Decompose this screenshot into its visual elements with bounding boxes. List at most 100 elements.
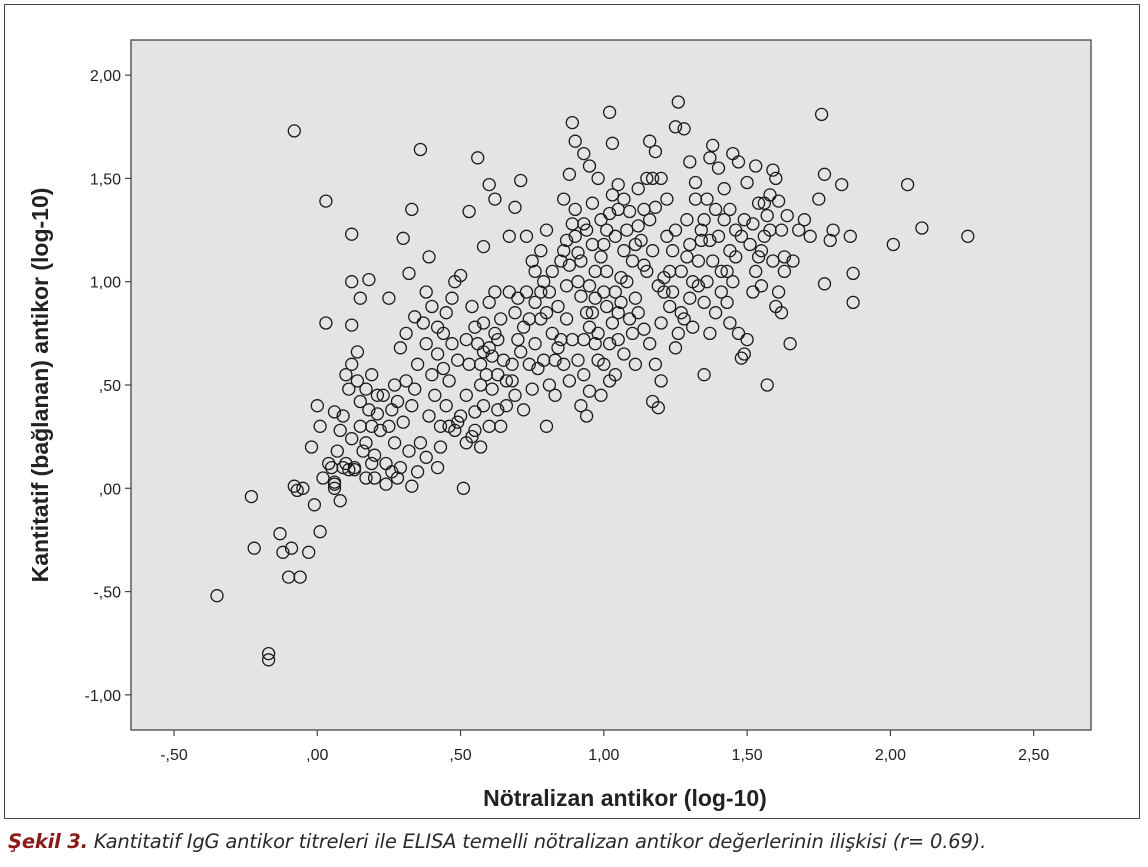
data-point-232: [961, 229, 975, 243]
data-point-41: [350, 345, 365, 359]
data-point-72: [473, 378, 488, 392]
data-point-372: [757, 196, 771, 210]
data-point-234: [771, 194, 786, 208]
data-point-233: [766, 163, 780, 177]
data-point-169: [668, 223, 683, 237]
data-point-109: [548, 388, 562, 402]
data-point-0: [210, 589, 224, 603]
data-point-349: [674, 306, 688, 320]
data-point-270: [451, 353, 465, 367]
data-point-37: [353, 291, 367, 305]
data-point-238: [706, 254, 720, 268]
data-point-135: [605, 188, 620, 202]
data-point-43: [365, 368, 379, 382]
data-point-70: [459, 388, 473, 402]
data-point-67: [439, 399, 453, 413]
data-point-275: [425, 299, 439, 314]
data-point-146: [594, 388, 608, 402]
data-point-351: [680, 213, 694, 227]
data-point-396: [617, 192, 631, 206]
data-point-339: [634, 233, 648, 248]
data-point-209: [749, 159, 763, 173]
data-point-292: [353, 394, 367, 409]
data-point-144: [597, 357, 611, 371]
data-point-290: [362, 403, 376, 417]
data-point-2: [261, 653, 276, 667]
data-point-241: [663, 299, 677, 314]
data-point-409: [327, 477, 342, 491]
data-point-315: [499, 399, 514, 413]
data-point-225: [835, 177, 849, 192]
data-point-263: [488, 326, 502, 341]
x-tick-label-2: ,50: [449, 747, 471, 764]
data-point-299: [324, 460, 339, 475]
data-point-38: [362, 272, 376, 287]
data-point-272: [442, 374, 456, 388]
data-point-118: [577, 146, 591, 161]
data-point-157: [654, 171, 668, 186]
data-point-255: [542, 285, 557, 299]
data-point-387: [545, 264, 559, 279]
data-point-300: [347, 460, 362, 475]
data-point-56: [408, 310, 422, 324]
data-point-77: [488, 285, 502, 299]
data-point-164: [651, 401, 665, 415]
data-point-401: [419, 450, 433, 464]
data-point-368: [743, 237, 757, 252]
data-point-310: [459, 436, 473, 450]
data-point-100: [528, 295, 542, 310]
data-point-222: [823, 233, 837, 248]
data-point-295: [342, 382, 356, 396]
data-point-354: [688, 192, 703, 206]
data-point-26: [345, 432, 359, 446]
data-point-204: [754, 244, 769, 258]
data-point-79: [496, 353, 511, 367]
data-point-328: [582, 279, 597, 293]
data-point-212: [774, 306, 789, 320]
data-point-399: [611, 306, 625, 320]
x-axis-title: Nötralizan antikor (log-10): [483, 785, 767, 811]
data-point-93: [482, 177, 496, 192]
data-point-217: [797, 213, 812, 227]
data-point-246: [617, 244, 631, 258]
data-point-143: [617, 347, 631, 361]
data-point-244: [628, 291, 643, 305]
data-point-31: [313, 419, 327, 433]
data-point-378: [473, 357, 488, 371]
data-point-40: [339, 368, 353, 382]
data-point-370: [751, 250, 766, 264]
data-point-134: [602, 206, 617, 221]
data-point-20: [327, 481, 342, 495]
data-point-171: [668, 120, 683, 134]
data-point-303: [393, 460, 408, 475]
y-tick-label-6: 2,00: [90, 68, 121, 85]
y-axis: -1,00 -,50 ,00 ,50 1,00 1,50 2,00: [85, 68, 131, 705]
data-point-247: [608, 229, 622, 243]
data-point-237: [717, 213, 731, 227]
data-point-301: [367, 471, 382, 485]
data-point-259: [514, 345, 528, 359]
data-point-381: [505, 374, 519, 388]
data-point-376: [774, 223, 789, 237]
data-point-294: [345, 357, 359, 371]
data-point-385: [534, 244, 548, 258]
data-point-408: [342, 463, 356, 477]
y-tick-label-4: 1,00: [90, 275, 121, 292]
data-point-210: [760, 378, 774, 392]
data-point-397: [631, 182, 645, 196]
data-point-291: [356, 444, 370, 458]
data-point-133: [600, 223, 614, 237]
data-point-24: [339, 456, 353, 471]
data-point-55: [422, 250, 436, 264]
data-point-104: [545, 326, 559, 341]
data-point-111: [559, 233, 574, 248]
data-point-393: [585, 196, 600, 210]
data-point-380: [491, 368, 505, 382]
data-point-404: [390, 471, 405, 485]
data-points: [210, 95, 975, 667]
data-point-360: [711, 229, 726, 243]
data-point-173: [683, 155, 697, 169]
data-point-231: [915, 221, 929, 235]
data-point-138: [611, 177, 625, 192]
data-point-119: [582, 159, 597, 173]
